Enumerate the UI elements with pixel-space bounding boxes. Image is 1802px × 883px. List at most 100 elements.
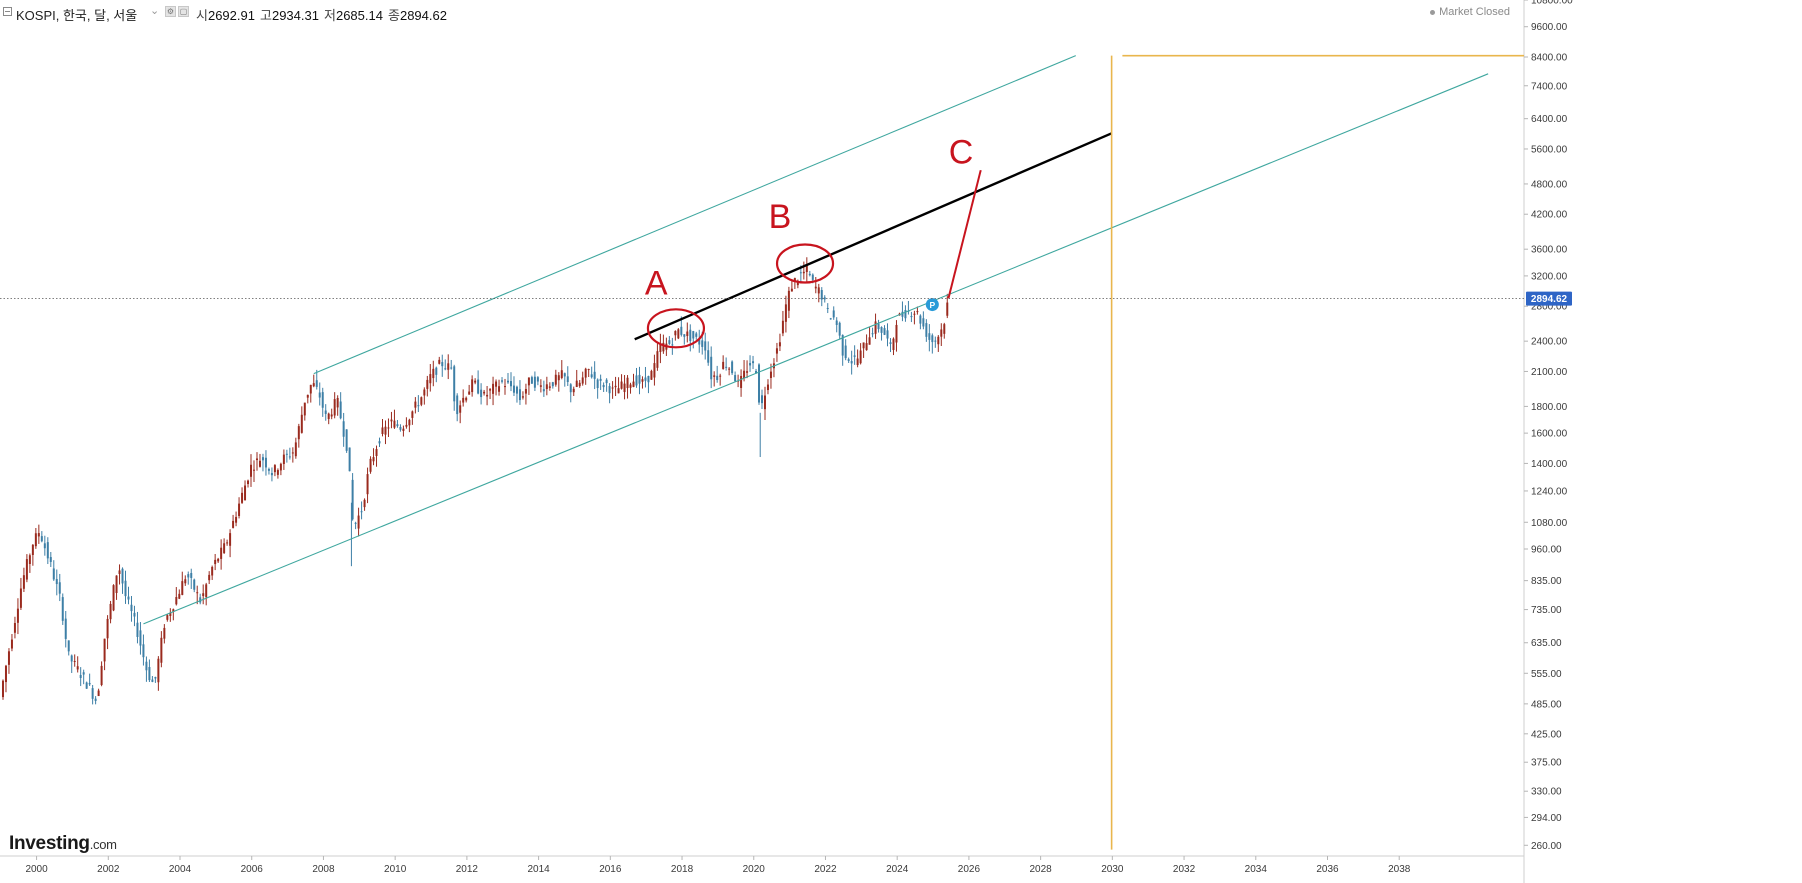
ohlc-low-value: 2685.14 (335, 8, 383, 23)
candle-body (913, 313, 916, 315)
candle-body (465, 397, 468, 401)
candle-body (569, 384, 572, 393)
candle-body (859, 350, 862, 364)
candle-body (100, 665, 103, 685)
candle-body (199, 597, 202, 603)
candle-body (106, 618, 109, 639)
candle-body (793, 278, 796, 282)
candle-body (919, 315, 922, 324)
x-tick-label: 2034 (1245, 864, 1268, 875)
candle-body (743, 370, 746, 379)
candle-body (244, 485, 247, 501)
candle-body (844, 345, 847, 359)
candle-body (740, 375, 743, 388)
candle-body (937, 336, 940, 345)
candle-body (420, 397, 423, 405)
candle-body (282, 454, 285, 465)
candle-body (300, 414, 303, 433)
candle-body (22, 575, 25, 589)
candle-body (402, 428, 405, 431)
candle-body (623, 383, 626, 393)
candle-body (363, 499, 366, 508)
last-price-badge (1526, 291, 1572, 306)
chevron-down-icon[interactable]: ⌄ (150, 5, 160, 17)
candle-body (551, 382, 554, 387)
candle-body (916, 311, 919, 313)
candle-body (88, 682, 91, 685)
candle-body (922, 318, 925, 327)
candle-body (686, 331, 689, 337)
candle-body (333, 399, 336, 416)
logo-text: Investing (9, 833, 90, 854)
y-tick-label: 5600.00 (1531, 144, 1568, 155)
candle-body (635, 375, 638, 386)
candle-body (130, 604, 133, 612)
y-tick-label: 735.00 (1531, 605, 1562, 616)
candle-body (154, 677, 157, 679)
candle-body (886, 330, 889, 339)
candle-body (303, 402, 306, 416)
candle-body (223, 543, 226, 554)
candle-body (653, 363, 656, 378)
candle-body (175, 597, 178, 605)
candle-body (689, 329, 692, 342)
candle-body (196, 592, 199, 594)
candle-body (103, 638, 106, 662)
y-tick-label: 485.00 (1531, 699, 1562, 710)
candle-body (10, 639, 13, 649)
candle-body (79, 674, 82, 679)
y-tick-label: 375.00 (1531, 758, 1562, 769)
candle-body (136, 622, 139, 637)
candle-body (438, 359, 441, 364)
x-tick-label: 2010 (384, 864, 407, 875)
candle-body (683, 334, 686, 337)
gear-icon[interactable]: ⚙ (165, 6, 176, 17)
candle-body (375, 449, 378, 457)
candle-body (731, 361, 734, 374)
candle-body (581, 377, 584, 384)
candle-body (241, 492, 244, 503)
candle-body (169, 612, 172, 617)
market-status: Market Closed (1430, 6, 1510, 18)
status-dot-icon (1430, 9, 1436, 15)
candle-body (728, 368, 731, 370)
candle-body (826, 307, 829, 309)
wave-label-b: B (769, 198, 792, 236)
candle-body (629, 384, 632, 388)
ohlc-low-label: 저 (324, 8, 336, 23)
candle-body (701, 340, 704, 347)
chart-header: KOSPI, 한국, 달, 서울 ⌄ ⚙ ▢ 시2692.91 고2934.31… (0, 0, 1550, 26)
candle-body (566, 376, 569, 383)
x-tick-label: 2028 (1029, 864, 1052, 875)
candle-body (734, 375, 737, 382)
candle-body (554, 374, 557, 385)
candle-body (232, 520, 235, 528)
candle-body (557, 375, 560, 381)
candle-body (602, 384, 605, 388)
candle-body (671, 344, 674, 346)
candle-body (208, 574, 211, 581)
candle-body (668, 340, 671, 344)
candle-body (456, 395, 459, 415)
candle-body (871, 333, 874, 335)
square-icon[interactable]: ▢ (178, 6, 189, 17)
candle-body (339, 401, 342, 419)
candle-body (118, 570, 121, 574)
x-tick-label: 2016 (599, 864, 622, 875)
ohlc-high: 고2934.31 (260, 5, 319, 24)
candle-body (539, 385, 542, 387)
y-tick-label: 555.00 (1531, 669, 1562, 680)
candle-body (330, 414, 333, 417)
minus-box-icon[interactable] (3, 7, 12, 16)
candle-body (766, 384, 769, 391)
y-tick-label: 1240.00 (1531, 486, 1568, 497)
candle-body (46, 542, 49, 559)
candle-body (291, 452, 294, 454)
candle-body (399, 426, 402, 430)
ohlc-open-label: 시 (196, 8, 208, 23)
candle-body (841, 334, 844, 356)
candle-body (587, 369, 590, 371)
candle-body (354, 522, 357, 524)
candle-body (396, 424, 399, 427)
